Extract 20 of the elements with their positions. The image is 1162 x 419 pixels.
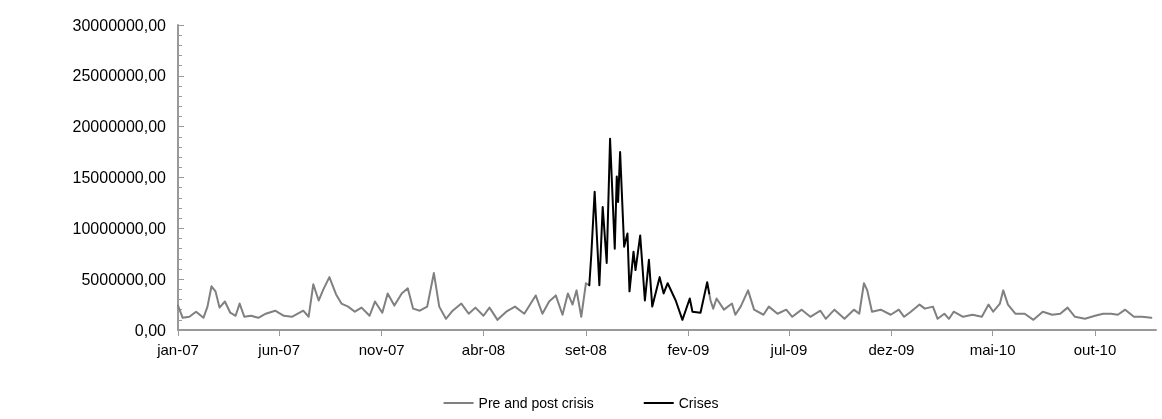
legend-label: Pre and post crisis	[478, 395, 594, 411]
x-tick-label: jun-07	[257, 341, 300, 358]
legend-label: Crises	[678, 395, 719, 411]
y-tick-label: 30000000,00	[72, 16, 167, 34]
line-series	[588, 137, 711, 321]
x-tick-label: fev-09	[667, 341, 710, 358]
x-tick-label: mai-10	[969, 341, 1016, 358]
x-tick-label: jan-07	[156, 341, 199, 358]
x-tick-label: jul-09	[769, 341, 808, 358]
y-tick-label: 20000000,00	[72, 118, 167, 136]
x-tick-label: dez-09	[868, 341, 915, 358]
y-tick-label: 25000000,00	[72, 67, 167, 85]
x-tick-label: abr-08	[461, 341, 506, 358]
y-tick-label: 5000000,00	[81, 270, 167, 288]
x-tick-label: set-08	[565, 341, 607, 358]
y-tick-label: 10000000,00	[72, 219, 167, 237]
y-tick-label: 0,00	[134, 321, 167, 339]
x-tick-label: nov-07	[358, 341, 405, 358]
x-tick-label: out-10	[1073, 341, 1117, 358]
y-tick-label: 15000000,00	[72, 169, 167, 186]
